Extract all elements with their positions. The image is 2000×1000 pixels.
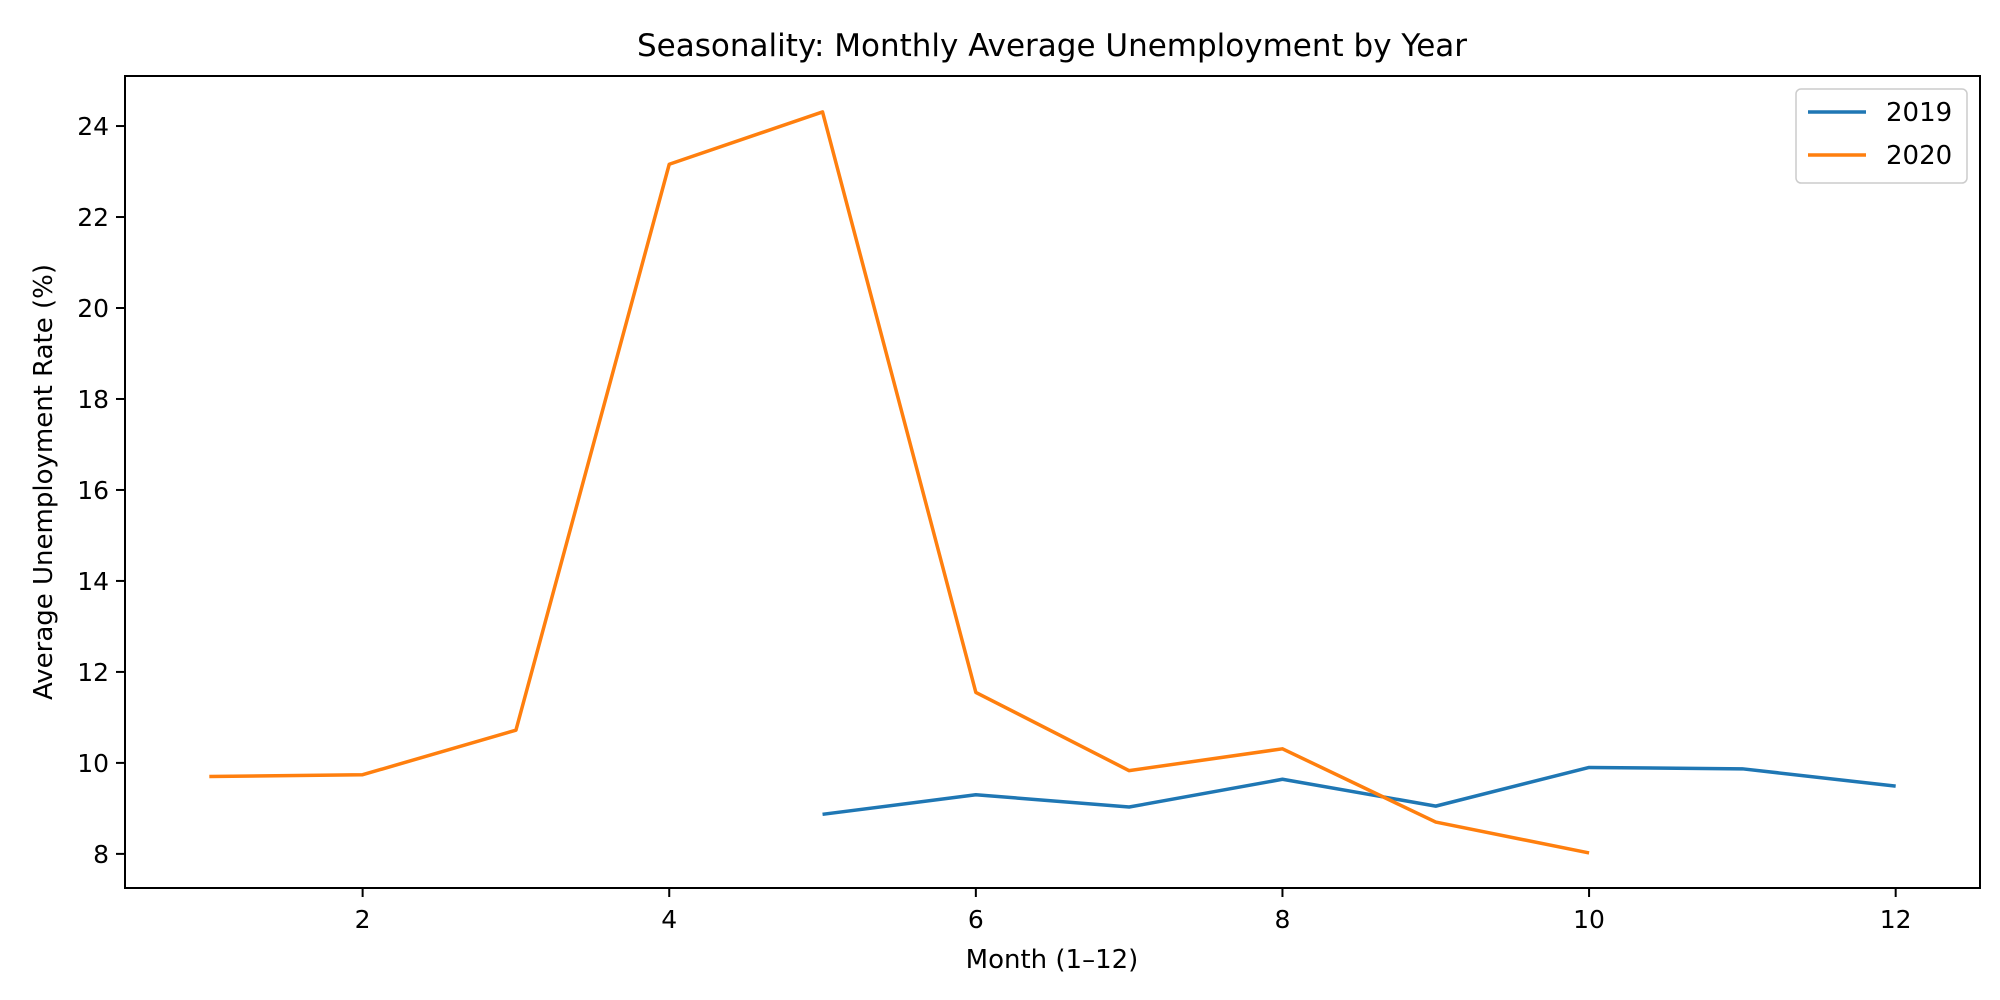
y-tick-label: 10 — [77, 749, 109, 778]
y-tick-label: 8 — [93, 840, 109, 869]
y-tick-label: 12 — [77, 658, 109, 687]
x-axis-ticks: 2 4 6 8 10 12 — [355, 888, 1912, 934]
series-line-2020 — [209, 110, 1590, 855]
y-tick-label: 20 — [77, 294, 109, 323]
y-tick-label: 22 — [77, 203, 109, 232]
series-layer — [209, 110, 1896, 855]
y-tick-label: 24 — [77, 112, 109, 141]
legend-label-2020: 2020 — [1886, 141, 1952, 171]
x-axis-label: Month (1–12) — [966, 945, 1139, 975]
y-axis-label: Average Unemployment Rate (%) — [29, 264, 59, 700]
series-line-2019 — [822, 765, 1896, 817]
x-tick-label: 10 — [1573, 905, 1605, 934]
legend-label-2019: 2019 — [1886, 98, 1952, 128]
y-axis-ticks: 8 10 12 14 16 18 20 22 24 — [77, 112, 125, 869]
x-tick-label: 12 — [1880, 905, 1912, 934]
y-tick-label: 14 — [77, 567, 109, 596]
chart-title: Seasonality: Monthly Average Unemploymen… — [637, 28, 1467, 64]
plot-frame — [124, 75, 1981, 889]
y-tick-label: 18 — [77, 385, 109, 414]
legend: 2019 2020 — [1795, 88, 1968, 184]
x-tick-label: 8 — [1275, 905, 1291, 934]
x-tick-label: 6 — [968, 905, 984, 934]
y-tick-label: 16 — [77, 476, 109, 505]
x-tick-label: 2 — [355, 905, 371, 934]
x-tick-label: 4 — [661, 905, 677, 934]
